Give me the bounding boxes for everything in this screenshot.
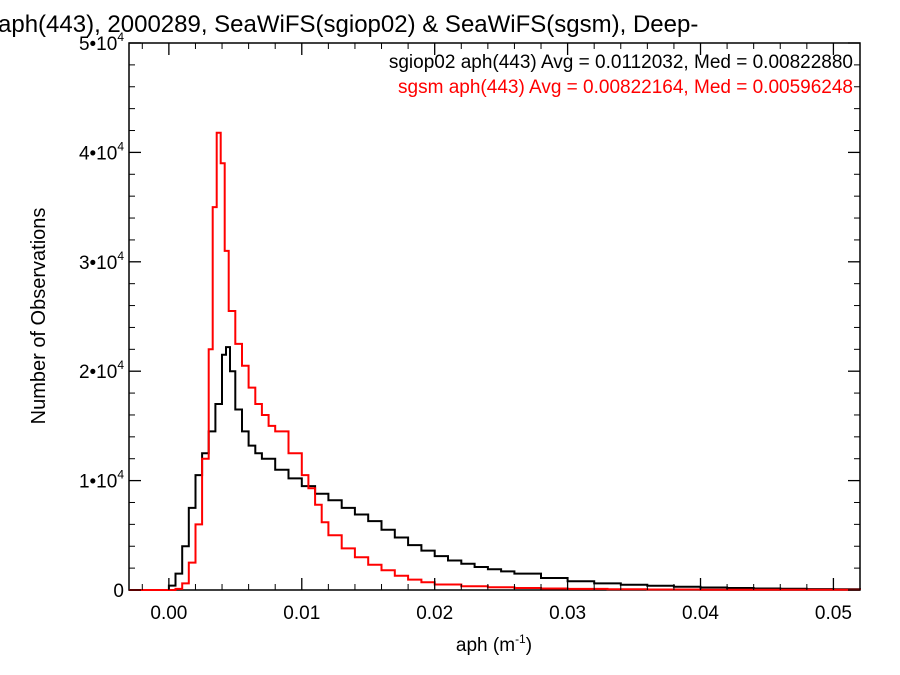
ticks-layer: 0.00 0.01 0.02 0.03 0.04 0.05 0 1•104 2•104 3•104… [79, 30, 861, 624]
x-tick-label: 0.00 [150, 603, 187, 624]
legend-entry-sgiop02: sgiop02 aph(443) Avg = 0.0112032, Med = … [389, 52, 853, 73]
y-tick-label: 1•104 [79, 468, 124, 493]
x-tick-label: 0.04 [682, 603, 719, 624]
series-line-1 [129, 131, 861, 591]
y-tick-label: 4•104 [79, 139, 124, 164]
x-tick-label: 0.02 [416, 603, 453, 624]
x-axis-label-close: ) [526, 635, 532, 656]
x-tick-label: 0.03 [549, 603, 586, 624]
x-axis-label-exponent: -1 [515, 632, 526, 646]
y-tick-label: 3•104 [79, 249, 124, 274]
plot-frame [128, 42, 861, 591]
y-tick-label: 0 [113, 581, 124, 602]
x-tick-label: 0.05 [815, 603, 852, 624]
y-axis-label: Number of Observations [28, 208, 50, 425]
x-axis-label-base: aph (m [456, 635, 515, 656]
x-axis-label: aph (m-1) [456, 632, 532, 656]
chart-title: aph(443), 2000289, SeaWiFS(sgiop02) & Se… [0, 11, 698, 38]
legend-entry-sgsm: sgsm aph(443) Avg = 0.00822164, Med = 0.… [398, 77, 853, 98]
series-layer [129, 131, 861, 591]
y-tick-label: 5•104 [79, 30, 124, 55]
x-tick-label: 0.01 [283, 603, 320, 624]
y-tick-label: 2•104 [79, 358, 124, 383]
series-line-0 [129, 346, 861, 591]
